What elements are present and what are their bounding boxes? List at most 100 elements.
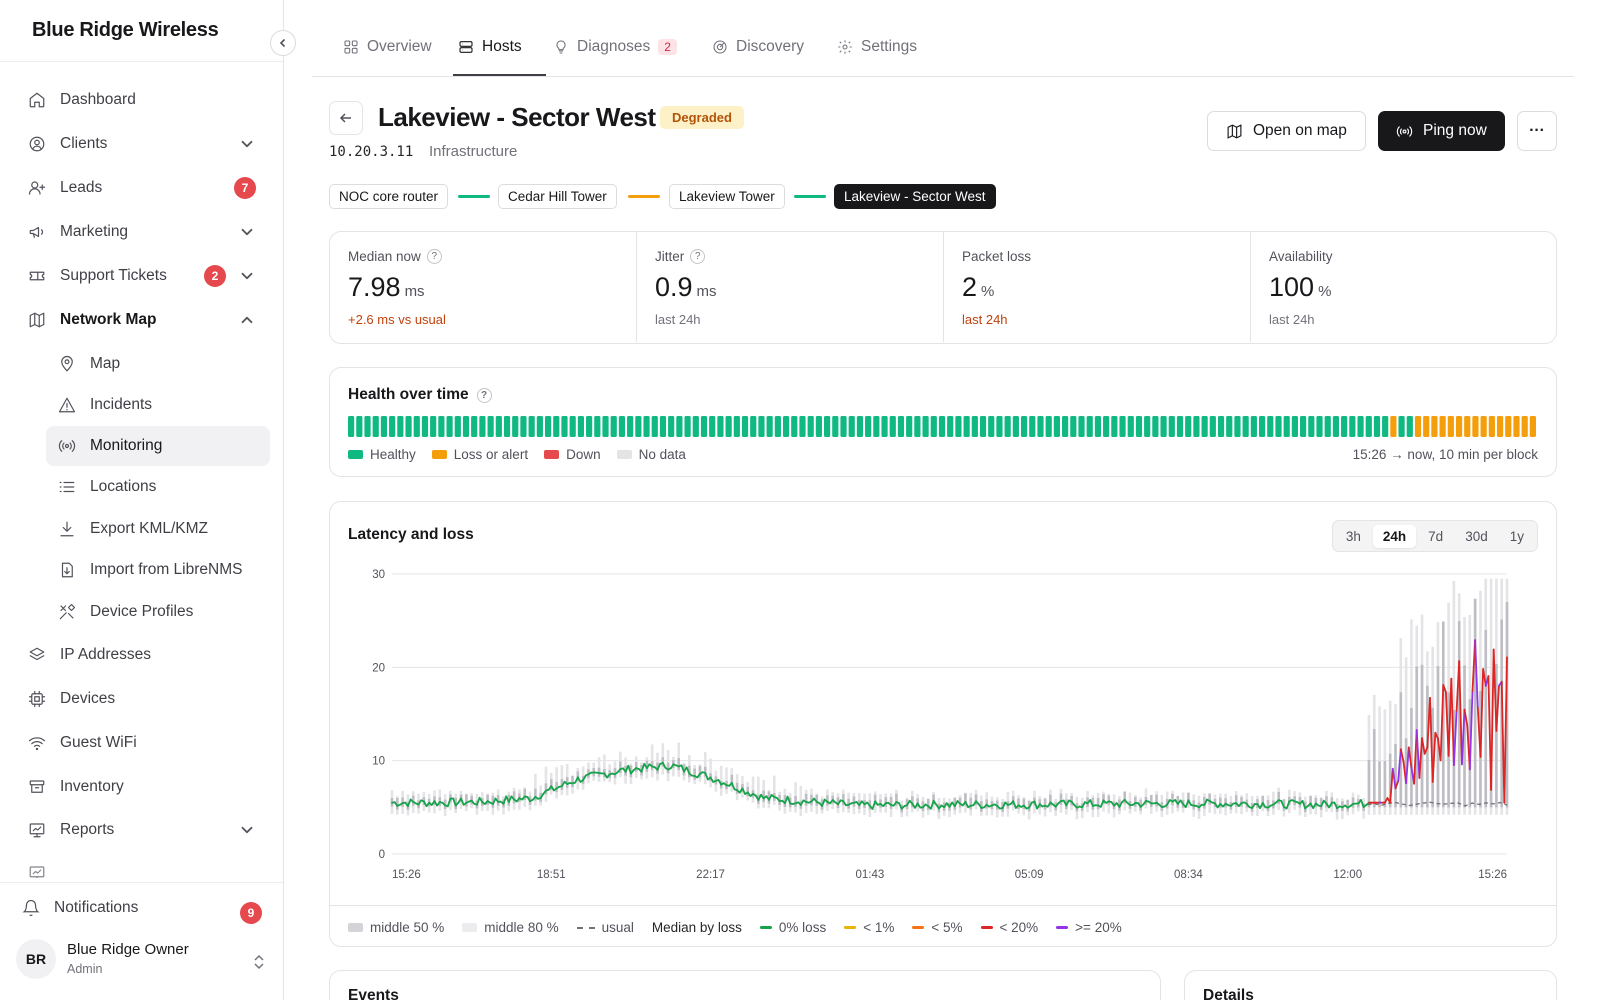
health-block[interactable] (1513, 416, 1520, 437)
health-block[interactable] (356, 416, 363, 437)
health-block[interactable] (1300, 416, 1307, 437)
health-block[interactable] (1250, 416, 1257, 437)
sidebar-subitem-incidents[interactable]: Incidents (46, 385, 270, 425)
health-block[interactable] (1455, 416, 1463, 437)
range-24h-button[interactable]: 24h (1372, 524, 1417, 548)
health-block[interactable] (1078, 416, 1085, 437)
health-block[interactable] (635, 416, 642, 437)
health-block[interactable] (1103, 416, 1110, 437)
health-block[interactable] (897, 416, 905, 437)
health-block[interactable] (1521, 416, 1528, 437)
health-block[interactable] (873, 416, 880, 437)
health-block[interactable] (947, 416, 954, 437)
sidebar-item-devices[interactable]: Devices (16, 679, 270, 719)
health-block[interactable] (692, 416, 699, 437)
health-block[interactable] (520, 416, 527, 437)
sidebar-item-ip-addresses[interactable]: IP Addresses (16, 635, 270, 675)
health-block[interactable] (1291, 416, 1298, 437)
sidebar-subitem-export-kml-kmz[interactable]: Export KML/KMZ (46, 509, 270, 549)
health-block[interactable] (389, 416, 396, 437)
health-block[interactable] (1324, 416, 1331, 437)
health-block[interactable] (627, 416, 634, 437)
health-block[interactable] (906, 416, 913, 437)
health-block[interactable] (553, 416, 560, 437)
health-block[interactable] (1160, 416, 1167, 437)
health-block[interactable] (380, 416, 388, 437)
health-block[interactable] (1070, 416, 1077, 437)
health-block[interactable] (684, 416, 691, 437)
health-block[interactable] (774, 416, 781, 437)
health-block[interactable] (1472, 416, 1479, 437)
sidebar-item-dashboard[interactable]: Dashboard (16, 80, 270, 120)
health-block[interactable] (1423, 416, 1430, 437)
sidebar-subitem-import-from-librenms[interactable]: Import from LibreNMS (46, 550, 270, 590)
brand-logo[interactable]: Blue Ridge Wireless (0, 0, 283, 62)
sidebar-item-clients[interactable]: Clients (16, 124, 270, 164)
chevron-down-icon[interactable] (238, 267, 256, 285)
health-block[interactable] (1094, 416, 1102, 437)
health-block[interactable] (996, 416, 1003, 437)
range-3h-button[interactable]: 3h (1345, 528, 1361, 544)
tab-discovery[interactable]: Discovery (712, 38, 804, 56)
health-block[interactable] (586, 416, 593, 437)
health-block[interactable] (922, 416, 929, 437)
health-block[interactable] (1176, 416, 1184, 437)
health-block[interactable] (1217, 416, 1225, 437)
health-block[interactable] (643, 416, 650, 437)
health-block[interactable] (782, 416, 790, 437)
health-block[interactable] (1505, 416, 1512, 437)
health-block[interactable] (610, 416, 617, 437)
health-block[interactable] (1201, 416, 1208, 437)
sidebar-item-leads[interactable]: Leads 7 (16, 168, 270, 208)
health-block[interactable] (413, 416, 420, 437)
health-block[interactable] (914, 416, 921, 437)
health-block[interactable] (889, 416, 896, 437)
health-block[interactable] (1029, 416, 1036, 437)
health-block[interactable] (1406, 416, 1413, 437)
sidebar-item-guest-wifi[interactable]: Guest WiFi (16, 723, 270, 763)
health-block[interactable] (1431, 416, 1438, 437)
help-icon[interactable]: ? (690, 249, 706, 264)
health-block[interactable] (865, 416, 872, 437)
health-block[interactable] (528, 416, 535, 437)
health-block[interactable] (733, 416, 740, 437)
chevron-up-icon[interactable] (238, 311, 256, 329)
health-block[interactable] (1373, 416, 1381, 437)
tab-hosts[interactable]: Hosts (458, 38, 522, 56)
health-block[interactable] (1488, 416, 1495, 437)
health-block[interactable] (963, 416, 970, 437)
health-block[interactable] (1226, 416, 1233, 437)
health-block[interactable] (1152, 416, 1159, 437)
path-hop-noc-core-router[interactable]: NOC core router (329, 184, 449, 209)
health-block[interactable] (824, 416, 831, 437)
health-block[interactable] (659, 416, 667, 437)
health-block[interactable] (807, 416, 814, 437)
collapse-sidebar-button[interactable] (270, 30, 296, 56)
help-icon[interactable]: ? (426, 249, 442, 264)
health-block[interactable] (1308, 416, 1315, 437)
health-block[interactable] (1127, 416, 1134, 437)
health-block[interactable] (840, 416, 847, 437)
avatar[interactable]: BR (16, 939, 56, 979)
health-block[interactable] (766, 416, 773, 437)
health-block[interactable] (1283, 416, 1290, 437)
health-block[interactable] (930, 416, 937, 437)
health-block[interactable] (1234, 416, 1241, 437)
health-block[interactable] (1012, 416, 1019, 437)
health-block[interactable] (1020, 416, 1028, 437)
health-block[interactable] (1464, 416, 1471, 437)
health-block[interactable] (1062, 416, 1069, 437)
help-icon[interactable]: ? (476, 387, 492, 403)
health-block[interactable] (979, 416, 987, 437)
health-block[interactable] (487, 416, 494, 437)
health-block[interactable] (1316, 416, 1323, 437)
sidebar-subitem-map[interactable]: Map (46, 344, 270, 384)
tab-diagnoses[interactable]: Diagnoses 2 (553, 38, 677, 56)
back-button[interactable] (329, 101, 363, 135)
health-block[interactable] (1447, 416, 1454, 437)
chevron-down-icon[interactable] (238, 135, 256, 153)
health-block[interactable] (1135, 416, 1143, 437)
health-block[interactable] (848, 416, 855, 437)
tab-overview[interactable]: Overview (343, 38, 432, 56)
health-block[interactable] (676, 416, 683, 437)
